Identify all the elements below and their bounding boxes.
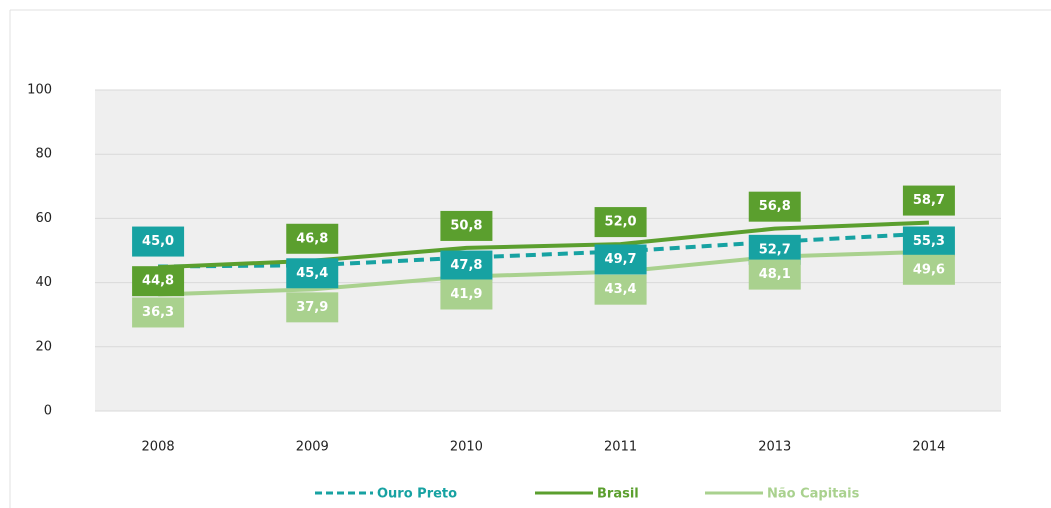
value-label: 56,8 — [759, 199, 791, 214]
value-label-box — [132, 226, 185, 257]
value-label: 49,7 — [605, 252, 637, 267]
x-tick-label: 2009 — [296, 440, 329, 455]
x-tick-label: 2014 — [912, 440, 945, 455]
value-label-box — [440, 250, 493, 281]
value-label: 49,6 — [913, 262, 945, 277]
y-tick-label: 80 — [35, 147, 52, 162]
x-tick-label: 2013 — [758, 440, 791, 455]
value-label: 41,9 — [450, 287, 482, 302]
value-label-box — [902, 226, 955, 257]
value-label-box — [440, 279, 493, 310]
value-label: 36,3 — [142, 305, 174, 320]
value-label: 52,7 — [759, 242, 791, 257]
y-tick-label: 40 — [35, 275, 52, 290]
legend-label: Brasil — [597, 487, 639, 502]
value-label-box — [132, 266, 185, 297]
value-label-box — [748, 259, 801, 290]
y-tick-label: 0 — [44, 404, 52, 419]
value-label: 55,3 — [913, 234, 945, 249]
value-label: 48,1 — [759, 267, 791, 282]
value-label: 47,8 — [450, 258, 482, 273]
y-tick-label: 100 — [27, 83, 52, 98]
value-label: 45,0 — [142, 234, 174, 249]
value-label-box — [440, 210, 493, 241]
y-tick-label: 20 — [35, 339, 52, 354]
value-label: 43,4 — [605, 282, 637, 297]
x-tick-label: 2008 — [142, 440, 175, 455]
x-tick-label: 2011 — [604, 440, 637, 455]
value-label-box — [286, 223, 339, 254]
legend-label: Ouro Preto — [377, 487, 457, 502]
value-label-box — [132, 297, 185, 328]
x-tick-label: 2010 — [450, 440, 483, 455]
value-label-box — [286, 258, 339, 289]
value-label: 37,9 — [296, 300, 328, 315]
y-tick-label: 60 — [35, 211, 52, 226]
plot-area — [95, 90, 1001, 411]
value-label: 52,0 — [605, 215, 637, 230]
value-label: 46,8 — [296, 231, 328, 246]
value-label: 58,7 — [913, 193, 945, 208]
legend-label: Não Capitais — [767, 487, 860, 502]
value-label-box — [902, 254, 955, 285]
value-label-box — [594, 244, 647, 275]
value-label-box — [594, 207, 647, 238]
value-label-box — [902, 185, 955, 216]
value-label-box — [748, 191, 801, 222]
value-label-box — [594, 274, 647, 305]
value-label: 44,8 — [142, 274, 174, 289]
value-label: 50,8 — [450, 218, 482, 233]
value-label: 45,4 — [296, 266, 328, 281]
value-label-box — [286, 292, 339, 323]
